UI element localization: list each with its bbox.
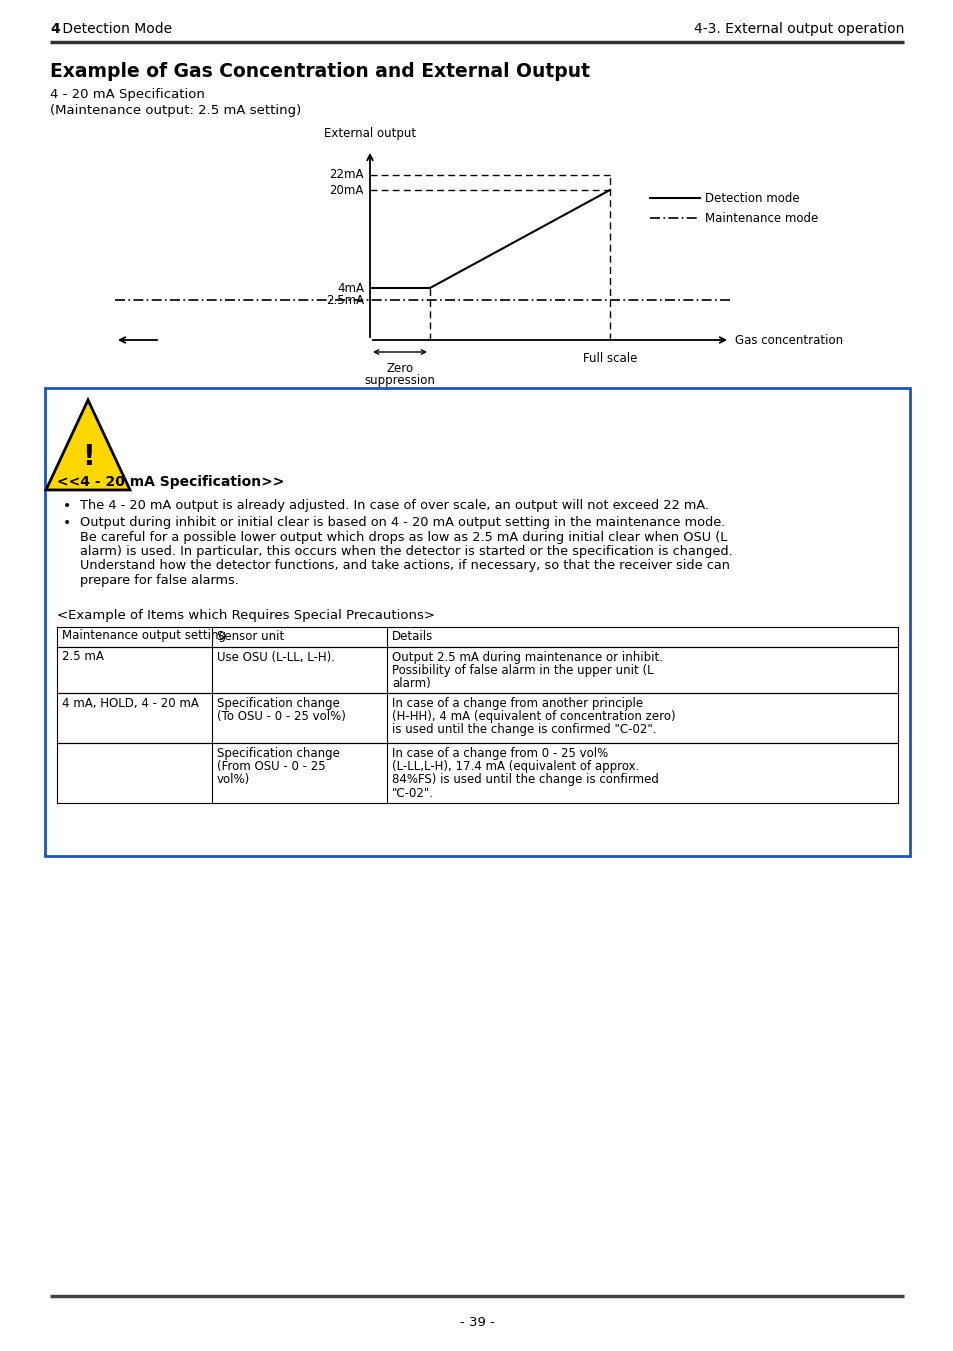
Text: <<4 - 20 mA Specification>>: <<4 - 20 mA Specification>> (57, 476, 284, 489)
Text: 4 - 20 mA Specification: 4 - 20 mA Specification (50, 88, 205, 101)
Text: Understand how the detector functions, and take actions, if necessary, so that t: Understand how the detector functions, a… (80, 559, 729, 573)
Text: (L-LL,L-H), 17.4 mA (equivalent of approx.: (L-LL,L-H), 17.4 mA (equivalent of appro… (392, 761, 639, 773)
Text: 2.5mA: 2.5mA (326, 293, 364, 307)
Text: Example of Gas Concentration and External Output: Example of Gas Concentration and Externa… (50, 62, 589, 81)
Text: Specification change: Specification change (216, 747, 339, 759)
Text: 22mA: 22mA (329, 169, 364, 181)
Text: Gas concentration: Gas concentration (734, 334, 842, 346)
Text: is used until the change is confirmed "C-02".: is used until the change is confirmed "C… (392, 724, 656, 736)
Text: 4: 4 (50, 22, 60, 36)
Text: !: ! (82, 443, 94, 471)
Text: - 39 -: - 39 - (459, 1316, 494, 1329)
Bar (45, 388, 909, 857)
Text: Be careful for a possible lower output which drops as low as 2.5 mA during initi: Be careful for a possible lower output w… (80, 531, 726, 543)
Text: (Maintenance output: 2.5 mA setting): (Maintenance output: 2.5 mA setting) (50, 104, 301, 118)
Text: prepare for false alarms.: prepare for false alarms. (80, 574, 238, 586)
Text: Sensor unit: Sensor unit (216, 630, 284, 643)
Text: vol%): vol%) (216, 774, 250, 786)
Text: Maintenance mode: Maintenance mode (704, 212, 818, 224)
Text: suppression: suppression (364, 374, 435, 386)
Text: Maintenance output setting: Maintenance output setting (62, 630, 226, 643)
Text: "C-02".: "C-02". (392, 788, 434, 800)
Text: 2.5 mA: 2.5 mA (62, 650, 104, 663)
Text: Use OSU (L-LL, L-H).: Use OSU (L-LL, L-H). (216, 650, 335, 663)
Text: <Example of Items which Requires Special Precautions>: <Example of Items which Requires Special… (57, 608, 435, 621)
Text: Output during inhibit or initial clear is based on 4 - 20 mA output setting in t: Output during inhibit or initial clear i… (80, 516, 724, 530)
Text: (To OSU - 0 - 25 vol%): (To OSU - 0 - 25 vol%) (216, 711, 346, 723)
Text: In case of a change from another principle: In case of a change from another princip… (392, 697, 642, 709)
Text: 4mA: 4mA (336, 281, 364, 295)
Text: 84%FS) is used until the change is confirmed: 84%FS) is used until the change is confi… (392, 774, 659, 786)
Text: Zero: Zero (386, 362, 414, 376)
Text: (From OSU - 0 - 25: (From OSU - 0 - 25 (216, 761, 325, 773)
Text: Detection mode: Detection mode (704, 192, 799, 204)
Text: 4-3. External output operation: 4-3. External output operation (693, 22, 903, 36)
Text: alarm): alarm) (392, 677, 431, 690)
Text: External output: External output (324, 127, 416, 141)
Text: alarm) is used. In particular, this occurs when the detector is started or the s: alarm) is used. In particular, this occu… (80, 544, 732, 558)
Text: Details: Details (392, 630, 433, 643)
Text: •: • (63, 516, 71, 530)
Text: The 4 - 20 mA output is already adjusted. In case of over scale, an output will : The 4 - 20 mA output is already adjusted… (80, 499, 708, 512)
Text: •: • (63, 499, 71, 513)
Text: Specification change: Specification change (216, 697, 339, 709)
Polygon shape (46, 400, 130, 490)
Text: Output 2.5 mA during maintenance or inhibit.: Output 2.5 mA during maintenance or inhi… (392, 650, 662, 663)
Text: Detection Mode: Detection Mode (58, 22, 172, 36)
Text: 4 mA, HOLD, 4 - 20 mA: 4 mA, HOLD, 4 - 20 mA (62, 697, 198, 709)
Text: 20mA: 20mA (330, 184, 364, 196)
Text: Possibility of false alarm in the upper unit (L: Possibility of false alarm in the upper … (392, 663, 653, 677)
Text: In case of a change from 0 - 25 vol%: In case of a change from 0 - 25 vol% (392, 747, 608, 759)
Text: (H-HH), 4 mA (equivalent of concentration zero): (H-HH), 4 mA (equivalent of concentratio… (392, 711, 675, 723)
Text: Full scale: Full scale (582, 353, 637, 365)
